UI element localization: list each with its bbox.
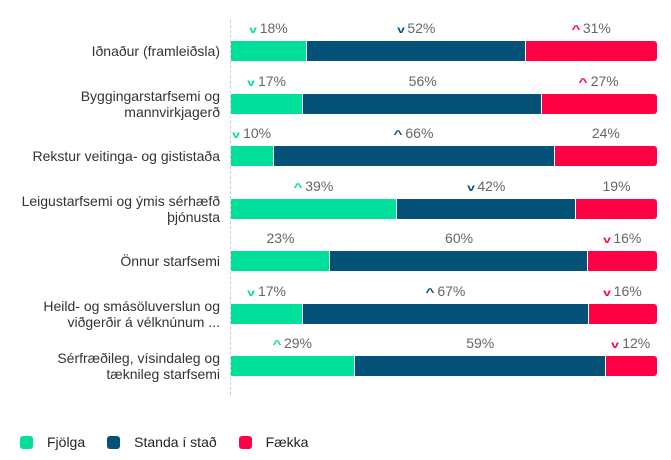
data-label-text: 27%: [590, 72, 619, 89]
chevron-down-icon: v: [602, 235, 611, 246]
data-label-text: 18%: [259, 20, 288, 36]
data-label: 23%: [266, 230, 294, 246]
legend: Fjölga Standa í stað Fækka: [20, 434, 330, 450]
data-label: v 17%: [247, 72, 286, 89]
bar-segment: [231, 198, 398, 219]
chevron-down-icon: v: [247, 287, 256, 299]
data-label-text: 59%: [466, 335, 495, 351]
bar-segment: [306, 41, 527, 61]
data-label: ^ 31%: [571, 20, 611, 36]
legend-swatch: [238, 435, 252, 449]
legend-label: Fjölga: [47, 434, 86, 450]
category-label: Leigustarfsemi og ýmis sérhæfð þjónusta: [21, 192, 220, 225]
data-label-text: 52%: [407, 20, 436, 36]
data-label: v 18%: [249, 20, 288, 36]
data-label: v 12%: [611, 335, 651, 351]
chevron-up-icon: ^: [425, 286, 435, 299]
chevron-up-icon: ^: [393, 129, 403, 141]
data-label-text: 56%: [408, 72, 437, 89]
data-label: v 52%: [396, 20, 436, 36]
bar-segment: [303, 93, 542, 114]
data-label: ^ 66%: [393, 125, 434, 141]
data-label: ^ 67%: [425, 282, 466, 299]
bar-segment: [273, 146, 555, 166]
chevron-down-icon: v: [247, 77, 256, 89]
data-label: 59%: [466, 335, 494, 351]
data-label: ^ 39%: [293, 177, 334, 194]
data-label-text: 60%: [445, 230, 474, 246]
data-label: v 16%: [602, 282, 642, 299]
data-label: ^ 27%: [578, 72, 619, 89]
data-label: 19%: [603, 178, 631, 194]
bar-segment: [231, 356, 355, 376]
category-label: Rekstur veitinga- og gististaða: [32, 148, 220, 164]
data-label-text: 66%: [405, 125, 434, 141]
y-axis-line: [230, 20, 231, 395]
data-label-text: 42%: [477, 177, 506, 194]
category-label: Iðnaður (framleiðsla): [91, 43, 220, 59]
legend-item[interactable]: Fjölga: [20, 434, 85, 450]
chevron-down-icon: v: [466, 182, 475, 194]
legend-item[interactable]: Fækka: [238, 434, 309, 450]
bar-segment: [231, 93, 304, 114]
legend-item[interactable]: Standa í stað: [107, 434, 217, 450]
data-label-text: 31%: [582, 20, 611, 36]
legend-label: Standa í stað: [134, 434, 217, 450]
bar-segment: [231, 303, 304, 324]
category-label: Sérfræðileg, vísindaleg og tæknileg star…: [57, 350, 220, 382]
bar-segment: [231, 251, 330, 271]
bar-segment: [354, 356, 606, 376]
bar-segment: [588, 251, 657, 271]
bar-segment: [231, 41, 307, 61]
bar-segment: [605, 356, 657, 376]
category-label: Byggingarstarfsemi og mannvirkjagerð: [80, 87, 220, 120]
chevron-down-icon: v: [249, 25, 257, 36]
data-label-text: 23%: [266, 230, 295, 246]
data-label-text: 29%: [283, 335, 312, 351]
data-label: v 10%: [232, 125, 272, 141]
data-label-text: 24%: [591, 125, 620, 141]
data-label-text: 16%: [613, 230, 642, 246]
data-label-text: 39%: [305, 177, 334, 194]
chevron-up-icon: ^: [578, 76, 588, 89]
data-label: 60%: [445, 230, 473, 246]
chevron-down-icon: v: [396, 25, 405, 36]
data-label: v 16%: [602, 230, 642, 246]
data-label-text: 67%: [437, 282, 466, 299]
data-label-text: 16%: [613, 282, 642, 299]
legend-swatch: [20, 435, 33, 449]
data-label: 56%: [409, 73, 437, 89]
bar-segment: [526, 41, 657, 61]
bar-segment: [554, 146, 657, 166]
chevron-down-icon: v: [611, 340, 620, 351]
chevron-down-icon: v: [602, 287, 611, 299]
chevron-up-icon: ^: [571, 24, 581, 36]
category-label: Heild- og smásöluverslun og viðgerðir á …: [43, 297, 220, 330]
bar-segment: [397, 198, 577, 219]
category-label: Önnur starfsemi: [120, 253, 220, 269]
data-label-text: 19%: [602, 177, 631, 194]
bar-segment: [576, 198, 657, 219]
bar-segment: [303, 303, 589, 324]
chevron-up-icon: ^: [293, 181, 303, 194]
data-label: v 42%: [466, 177, 506, 194]
data-label: v 17%: [247, 282, 286, 299]
data-label: 24%: [592, 125, 620, 141]
chevron-down-icon: v: [232, 130, 241, 141]
data-label-text: 17%: [257, 72, 286, 89]
bar-segment: [231, 146, 274, 166]
data-label-text: 12%: [622, 335, 651, 351]
data-label: ^ 29%: [272, 335, 312, 351]
legend-label: Fækka: [265, 434, 309, 450]
data-label-text: 10%: [243, 125, 272, 141]
legend-swatch: [107, 435, 121, 449]
bar-segment: [329, 251, 589, 271]
data-label-text: 17%: [257, 282, 286, 299]
chevron-up-icon: ^: [272, 339, 282, 351]
bar-segment: [588, 303, 657, 324]
bar-segment: [541, 93, 657, 114]
